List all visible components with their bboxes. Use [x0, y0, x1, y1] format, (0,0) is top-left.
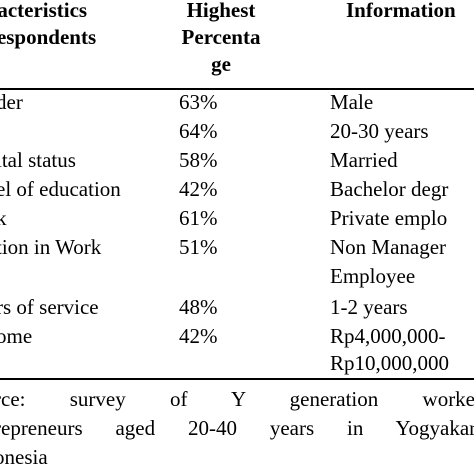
header-highest-line-2: Percenta: [181, 25, 261, 49]
characteristic-cell: tion in Work: [0, 235, 102, 259]
information-cell: Bachelor degr: [330, 177, 449, 201]
header-highest-line-3: ge: [211, 52, 231, 76]
percentage-cell: 42%: [179, 324, 218, 348]
information-cell: Married: [330, 148, 398, 172]
header-characteristics: racteristics respondents: [0, 0, 96, 51]
header-highest-line-1: Highest: [186, 0, 256, 22]
header-information-line-1: Information: [346, 0, 456, 22]
information-cell: 1-2 years: [330, 295, 408, 319]
information-cell: Male: [330, 90, 374, 114]
percentage-cell: 63%: [179, 90, 218, 114]
header-characteristics-line-1: racteristics: [0, 0, 88, 22]
header-characteristics-line-2: respondents: [0, 25, 97, 49]
characteristic-cell: k: [0, 206, 7, 230]
percentage-cell: 42%: [179, 177, 218, 201]
characteristic-cell: der: [0, 90, 23, 114]
source-line: rce: survey of Y generation worker: [0, 387, 474, 411]
information-cell: Rp10,000,000: [330, 351, 450, 375]
information-cell: Employee: [330, 264, 416, 288]
characteristic-cell: ital status: [0, 148, 76, 172]
percentage-cell: 48%: [179, 295, 218, 319]
percentage-cell: 61%: [179, 206, 218, 230]
percentage-cell: 51%: [179, 235, 218, 259]
characteristic-cell: ome: [0, 324, 33, 348]
header-rule: [0, 88, 474, 90]
header-information: Information: [346, 0, 456, 24]
characteristic-cell: rs of service: [0, 295, 99, 319]
footer-rule: [0, 378, 474, 380]
source-line: repreneurs aged 20-40 years in Yogyakart: [0, 416, 474, 440]
information-cell: Non Manager: [330, 235, 447, 259]
header-highest-percentage: Highest Percenta ge: [166, 0, 276, 78]
information-cell: 20-30 years: [330, 119, 429, 143]
characteristic-cell: el of education: [0, 177, 121, 201]
source-line: onesia: [0, 445, 48, 469]
percentage-cell: 64%: [179, 119, 218, 143]
percentage-cell: 58%: [179, 148, 218, 172]
information-cell: Private emplo: [330, 206, 448, 230]
information-cell: Rp4,000,000-: [330, 324, 446, 348]
